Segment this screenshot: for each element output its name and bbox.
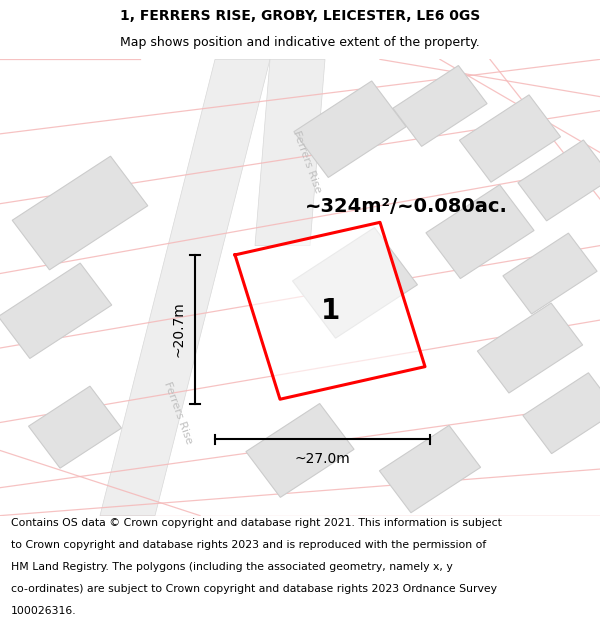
Text: to Crown copyright and database rights 2023 and is reproduced with the permissio: to Crown copyright and database rights 2… (11, 539, 486, 549)
Polygon shape (523, 372, 600, 454)
Polygon shape (503, 233, 597, 314)
Polygon shape (0, 263, 112, 359)
Text: HM Land Registry. The polygons (including the associated geometry, namely x, y: HM Land Registry. The polygons (includin… (11, 562, 452, 572)
Polygon shape (255, 59, 325, 246)
Polygon shape (426, 185, 534, 279)
Polygon shape (518, 140, 600, 221)
Polygon shape (235, 222, 425, 399)
Text: Ferrers Rise: Ferrers Rise (162, 381, 194, 446)
Polygon shape (12, 156, 148, 270)
Polygon shape (460, 95, 560, 182)
Polygon shape (393, 66, 487, 146)
Text: Ferrers Rise: Ferrers Rise (291, 129, 323, 194)
Polygon shape (100, 59, 270, 516)
Text: Contains OS data © Crown copyright and database right 2021. This information is : Contains OS data © Crown copyright and d… (11, 518, 502, 528)
Text: 1: 1 (320, 297, 340, 325)
Text: Map shows position and indicative extent of the property.: Map shows position and indicative extent… (120, 36, 480, 49)
Polygon shape (246, 404, 354, 498)
Text: 100026316.: 100026316. (11, 606, 76, 616)
Text: ~27.0m: ~27.0m (295, 452, 350, 466)
Polygon shape (29, 386, 121, 468)
Polygon shape (478, 303, 583, 393)
Polygon shape (293, 228, 418, 338)
Polygon shape (294, 81, 406, 178)
Text: ~20.7m: ~20.7m (171, 301, 185, 358)
Text: 1, FERRERS RISE, GROBY, LEICESTER, LE6 0GS: 1, FERRERS RISE, GROBY, LEICESTER, LE6 0… (120, 9, 480, 22)
Text: co-ordinates) are subject to Crown copyright and database rights 2023 Ordnance S: co-ordinates) are subject to Crown copyr… (11, 584, 497, 594)
Text: ~324m²/~0.080ac.: ~324m²/~0.080ac. (305, 197, 508, 216)
Polygon shape (379, 426, 481, 512)
